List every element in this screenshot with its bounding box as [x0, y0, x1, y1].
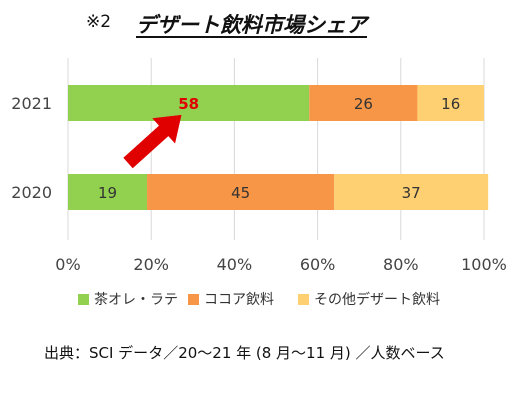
x-tick-label: 20%	[133, 255, 169, 274]
bar-segment	[68, 174, 148, 210]
legend-label: 茶オレ・ラテ	[94, 292, 178, 308]
legend-swatch	[188, 294, 199, 305]
data-label: 45	[231, 184, 250, 202]
category-label: 2021	[11, 94, 52, 113]
bar-segment	[147, 174, 335, 210]
bar-segment	[309, 85, 418, 121]
category-label: 2020	[11, 183, 52, 202]
x-tick-label: 60%	[300, 255, 336, 274]
legend-swatch	[298, 294, 309, 305]
x-tick-label: 40%	[217, 255, 253, 274]
legend-item: その他デザート飲料	[298, 289, 440, 309]
source-note: 出典：SCI データ／20～21 年 (8 月～11 月) ／人数ベース	[44, 344, 445, 362]
legend-label: ココア飲料	[204, 292, 274, 308]
data-label: 26	[354, 95, 373, 113]
data-label: 58	[178, 95, 199, 113]
bar-segment	[417, 85, 484, 121]
x-tick-label: 100%	[461, 255, 507, 274]
highlight-arrow	[123, 114, 182, 169]
chart-title-row: ※2 デザート飲料市場シェア	[0, 6, 520, 40]
legend-item: ココア飲料	[188, 289, 274, 309]
chart-title: デザート飲料市場シェア	[136, 13, 367, 37]
data-label: 16	[441, 95, 460, 113]
bar-segment	[334, 174, 489, 210]
x-tick-label: 80%	[383, 255, 419, 274]
legend-swatch	[78, 294, 89, 305]
stacked-bar-chart: 58 26 16 2021 19 45 37 2020 0% 20% 40% 60% 80% 100%	[11, 58, 507, 274]
x-tick-label: 0%	[55, 255, 80, 274]
bar-segment	[68, 85, 310, 121]
data-label: 37	[402, 184, 421, 202]
highlight-arrow-shape	[123, 114, 182, 169]
legend-item: 茶オレ・ラテ	[78, 289, 178, 309]
footnote-mark: ※2	[86, 12, 112, 32]
legend-label: その他デザート飲料	[314, 292, 440, 308]
data-label: 19	[98, 184, 117, 202]
